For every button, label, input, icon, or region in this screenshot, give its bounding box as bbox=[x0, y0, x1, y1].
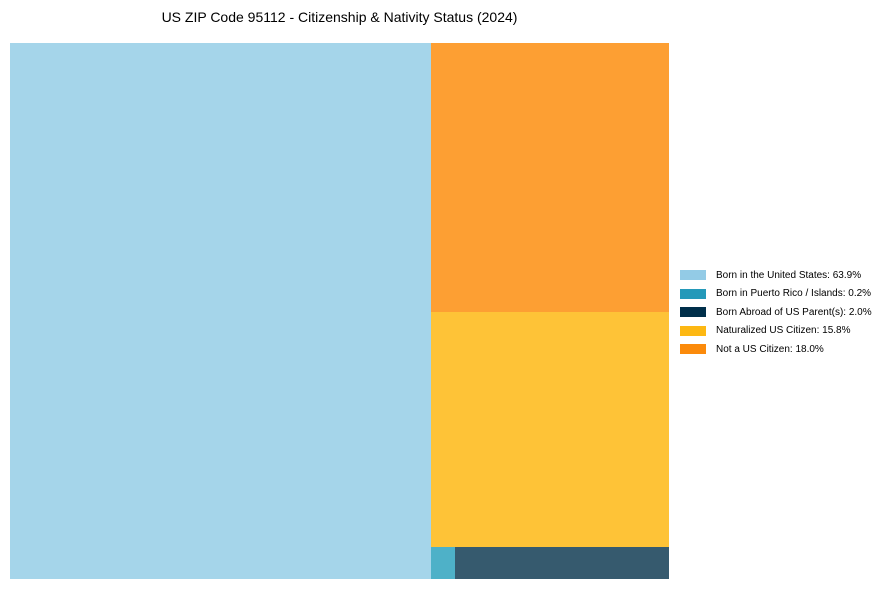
legend-swatch bbox=[680, 344, 706, 355]
tile-not-us-citizen bbox=[431, 43, 669, 312]
legend-item: Born Abroad of US Parent(s): 2.0% bbox=[680, 303, 872, 322]
tile-naturalized bbox=[431, 312, 669, 547]
chart-title: US ZIP Code 95112 - Citizenship & Nativi… bbox=[161, 9, 518, 25]
legend-item: Not a US Citizen: 18.0% bbox=[680, 340, 872, 359]
legend-swatch bbox=[680, 288, 706, 299]
legend-item: Born in Puerto Rico / Islands: 0.2% bbox=[680, 285, 872, 304]
legend-item: Naturalized US Citizen: 15.8% bbox=[680, 322, 872, 341]
tile-born-abroad bbox=[455, 547, 669, 579]
legend-swatch bbox=[680, 325, 706, 336]
legend-label: Born in the United States: 63.9% bbox=[716, 269, 862, 281]
tile-puerto-rico bbox=[431, 547, 455, 579]
legend-swatch bbox=[680, 307, 706, 318]
legend-swatch bbox=[680, 270, 706, 281]
legend: Born in the United States: 63.9% Born in… bbox=[680, 266, 872, 359]
legend-item: Born in the United States: 63.9% bbox=[680, 266, 872, 285]
legend-label: Born in Puerto Rico / Islands: 0.2% bbox=[716, 288, 872, 300]
legend-label: Born Abroad of US Parent(s): 2.0% bbox=[716, 306, 872, 318]
legend-label: Not a US Citizen: 18.0% bbox=[716, 343, 824, 355]
tile-born-in-us bbox=[10, 43, 431, 579]
legend-label: Naturalized US Citizen: 15.8% bbox=[716, 325, 851, 337]
